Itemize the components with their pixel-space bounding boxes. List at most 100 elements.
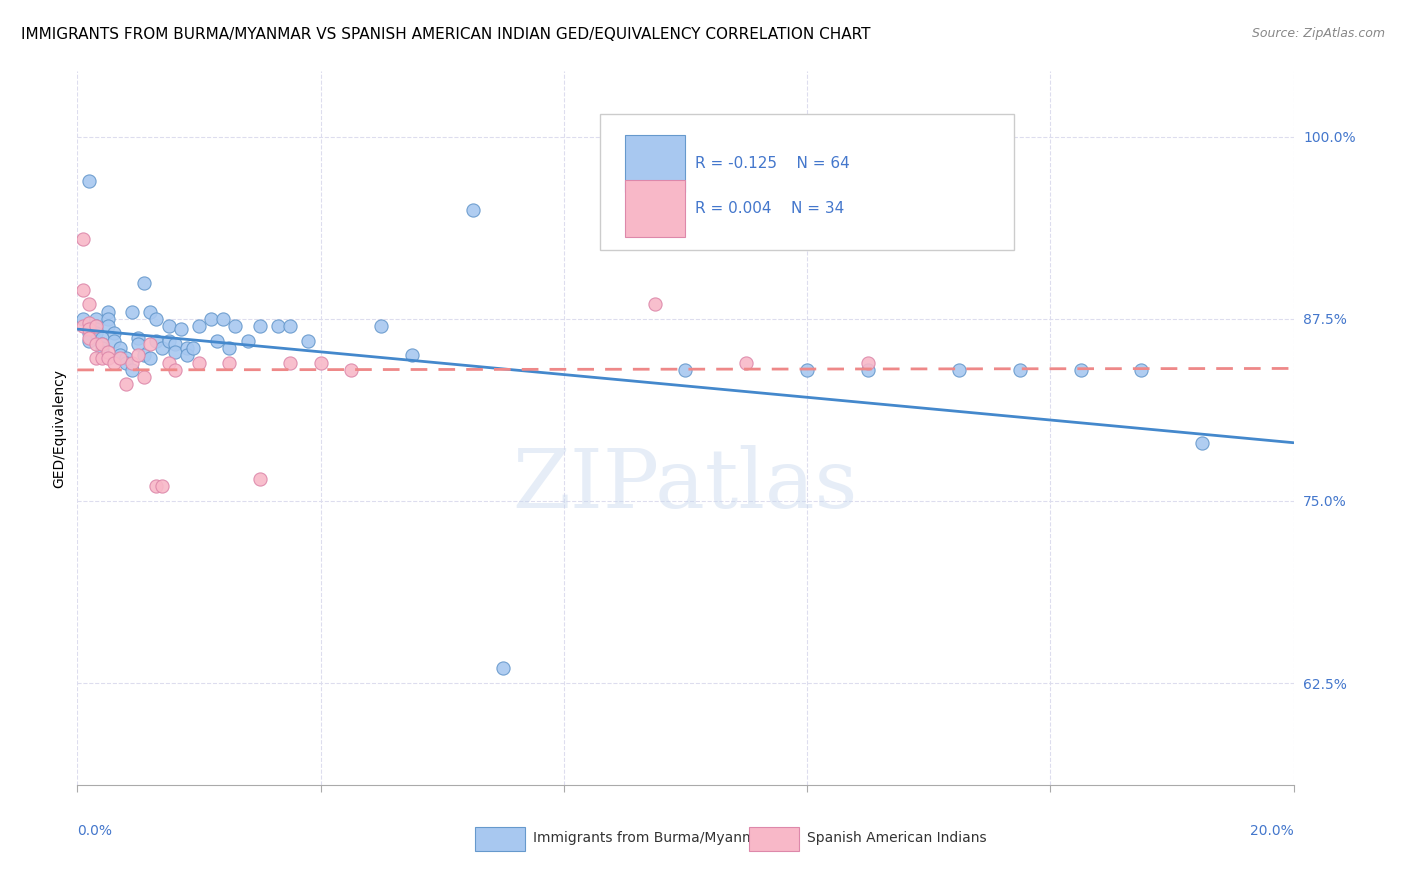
Point — [188, 319, 211, 334]
Point — [297, 334, 319, 348]
Point — [115, 377, 138, 392]
Point — [103, 334, 125, 348]
Point — [212, 312, 235, 326]
Point — [249, 319, 271, 334]
Point — [79, 326, 101, 341]
Text: 0.0%: 0.0% — [77, 824, 112, 838]
Point — [948, 363, 970, 377]
Point — [97, 304, 120, 318]
Point — [127, 348, 149, 362]
Y-axis label: GED/Equivalency: GED/Equivalency — [52, 368, 66, 488]
Point — [84, 319, 107, 334]
Point — [79, 173, 101, 187]
Point — [90, 336, 112, 351]
Point — [644, 297, 666, 311]
Point — [145, 334, 167, 348]
Point — [121, 304, 143, 318]
Point — [181, 341, 204, 355]
Point — [218, 356, 240, 370]
Point — [163, 363, 186, 377]
Point — [267, 319, 290, 334]
Point — [84, 322, 107, 336]
Text: R = -0.125    N = 64: R = -0.125 N = 64 — [695, 156, 849, 171]
Text: ZIPatlas: ZIPatlas — [513, 445, 858, 525]
Point — [72, 319, 94, 334]
Point — [205, 334, 228, 348]
Point — [97, 312, 120, 326]
Point — [735, 356, 758, 370]
FancyBboxPatch shape — [624, 136, 686, 193]
Point — [461, 202, 484, 217]
Point — [163, 345, 186, 359]
Point — [79, 322, 101, 336]
Point — [157, 319, 180, 334]
Point — [134, 370, 156, 384]
Text: IMMIGRANTS FROM BURMA/MYANMAR VS SPANISH AMERICAN INDIAN GED/EQUIVALENCY CORRELA: IMMIGRANTS FROM BURMA/MYANMAR VS SPANISH… — [21, 27, 870, 42]
Point — [218, 341, 240, 355]
Point — [97, 319, 120, 334]
Point — [134, 348, 156, 362]
Point — [121, 356, 143, 370]
Point — [157, 356, 180, 370]
Point — [1008, 363, 1031, 377]
Point — [200, 312, 222, 326]
Point — [492, 661, 515, 675]
Point — [90, 351, 112, 366]
Point — [97, 345, 120, 359]
Point — [152, 479, 174, 493]
Text: Spanish American Indians: Spanish American Indians — [807, 831, 987, 846]
Point — [103, 356, 125, 370]
Point — [139, 336, 162, 351]
Point — [115, 351, 138, 366]
Point — [163, 336, 186, 351]
Point — [856, 356, 879, 370]
Point — [1191, 435, 1213, 450]
Point — [79, 316, 101, 330]
Point — [134, 276, 156, 290]
Point — [72, 283, 94, 297]
Point — [735, 217, 758, 231]
Point — [79, 331, 101, 345]
Point — [108, 348, 131, 362]
Point — [278, 319, 301, 334]
Point — [401, 348, 423, 362]
Point — [249, 472, 271, 486]
Text: Immigrants from Burma/Myanmar: Immigrants from Burma/Myanmar — [533, 831, 770, 846]
Point — [236, 334, 259, 348]
Point — [127, 336, 149, 351]
Point — [72, 232, 94, 246]
Point — [176, 341, 198, 355]
Point — [152, 341, 174, 355]
Point — [145, 479, 167, 493]
Point — [108, 351, 131, 366]
Point — [79, 334, 101, 348]
Point — [145, 312, 167, 326]
Point — [1070, 363, 1092, 377]
Point — [84, 336, 107, 351]
Point — [1130, 363, 1153, 377]
Point — [856, 363, 879, 377]
Point — [188, 356, 211, 370]
Point — [90, 331, 112, 345]
Point — [176, 348, 198, 362]
Text: 20.0%: 20.0% — [1250, 824, 1294, 838]
Point — [340, 363, 363, 377]
Text: R = 0.004    N = 34: R = 0.004 N = 34 — [695, 202, 845, 216]
Point — [121, 363, 143, 377]
Point — [139, 351, 162, 366]
Point — [278, 356, 301, 370]
Point — [84, 351, 107, 366]
FancyBboxPatch shape — [600, 114, 1014, 250]
Point — [84, 319, 107, 334]
FancyBboxPatch shape — [624, 180, 686, 237]
Point — [72, 312, 94, 326]
FancyBboxPatch shape — [475, 827, 524, 851]
Point — [675, 363, 697, 377]
Point — [97, 351, 120, 366]
Point — [84, 312, 107, 326]
Point — [90, 341, 112, 355]
Point — [796, 363, 818, 377]
Point — [115, 356, 138, 370]
Point — [309, 356, 332, 370]
Point — [79, 297, 101, 311]
